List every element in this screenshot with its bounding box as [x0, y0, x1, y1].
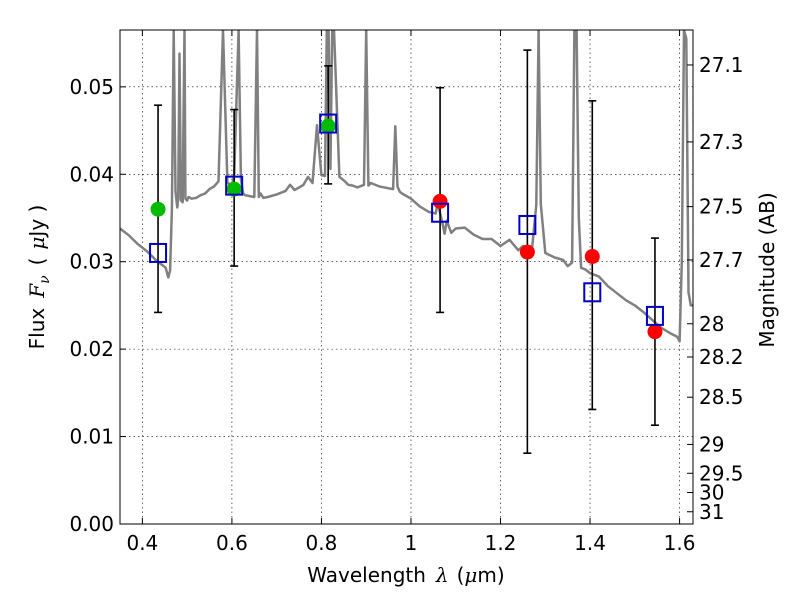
y2-tick-label: 31 [699, 500, 724, 524]
detection-point [226, 181, 242, 197]
plot-frame [119, 29, 694, 525]
model-photometry-point [645, 305, 664, 326]
y2-tick-label: 28.2 [699, 345, 744, 369]
spectrum-layer [120, 30, 693, 343]
y2-tick-label: 27.7 [699, 248, 744, 272]
model-photometry-point [583, 282, 602, 303]
x-tick-label: 1.6 [664, 531, 696, 555]
y-tick-label: 0.00 [69, 512, 114, 536]
y-axis-title: FluxFν(μJy ) [25, 205, 53, 350]
y-tick-label: 0.05 [69, 75, 114, 99]
spectrum-line [120, 30, 693, 343]
model-photometry-point [518, 214, 537, 235]
y-tick-label: 0.01 [69, 425, 114, 449]
model-photometry-point [319, 113, 338, 134]
detection-point [320, 118, 336, 134]
x-axis-title: Wavelength λ (μm) [307, 563, 504, 587]
x-tick-label: 1 [405, 531, 418, 555]
x-tick-label: 0.4 [126, 531, 158, 555]
y2-tick-label: 27.3 [699, 130, 744, 154]
observed-point [432, 193, 448, 209]
x-tick-label: 0.6 [216, 531, 248, 555]
y2-tick-label: 27.1 [699, 53, 744, 77]
y2-tick-label: 29.5 [699, 461, 744, 485]
y-tick-label: 0.02 [69, 337, 114, 361]
plot-background [120, 30, 693, 524]
y-tick-label: 0.04 [69, 162, 114, 186]
detection-point [150, 201, 166, 217]
observed-point [519, 244, 535, 260]
observed-point [647, 324, 663, 340]
marker-layer [149, 113, 664, 340]
y2-axis-title: Magnitude (AB) [755, 192, 779, 347]
observed-point [584, 248, 600, 264]
y2-tick-label: 28 [699, 312, 724, 336]
x-tick-label: 0.8 [306, 531, 338, 555]
y2-tick-label: 27.5 [699, 195, 744, 219]
model-photometry-point [225, 175, 244, 196]
y2-tick-label: 28.5 [699, 385, 744, 409]
x-tick-label: 1.2 [485, 531, 517, 555]
model-photometry-point [149, 242, 168, 263]
ticks: 0.4 0.6 0.8 1 1.2 1.4 1.6 0.00 0.01 0.02 0.03 0.04 0… [69, 30, 744, 555]
y2-tick-label: 30 [699, 481, 724, 505]
y-tick-label: 0.03 [69, 250, 114, 274]
model-photometry-point [431, 202, 450, 223]
y2-tick-label: 29 [699, 432, 724, 456]
x-tick-label: 1.4 [574, 531, 606, 555]
grid [120, 30, 693, 525]
